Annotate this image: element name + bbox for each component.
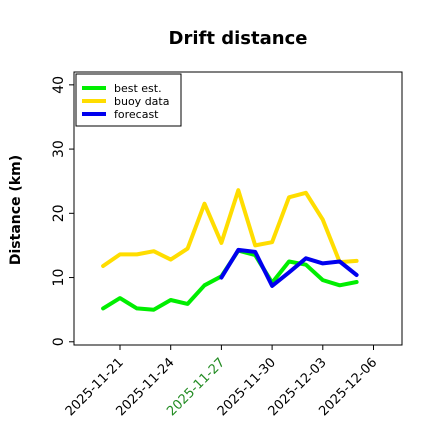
y-axis-ticks: 0 10 20 30 40 <box>51 76 74 346</box>
y-axis-label: Distance (km) <box>8 155 24 265</box>
y-tick-label: 20 <box>51 204 67 222</box>
legend-label: buoy data <box>114 95 169 108</box>
y-tick-label: 30 <box>51 140 67 158</box>
series-layer <box>101 188 359 312</box>
plot-area-frame <box>73 71 403 346</box>
series-line-best-est <box>101 248 359 312</box>
x-axis-ticks: 2025-11-212025-11-242025-11-272025-11-30… <box>63 345 380 419</box>
y-tick-label: 0 <box>51 337 67 346</box>
series-line-buoy-data <box>101 188 359 268</box>
legend-label: forecast <box>114 108 159 121</box>
chart-title: Drift distance <box>169 28 308 49</box>
legend-label: best est. <box>114 82 162 95</box>
series-line-forecast <box>219 247 359 288</box>
y-tick-label: 10 <box>51 269 67 287</box>
y-tick-label: 40 <box>51 76 67 94</box>
